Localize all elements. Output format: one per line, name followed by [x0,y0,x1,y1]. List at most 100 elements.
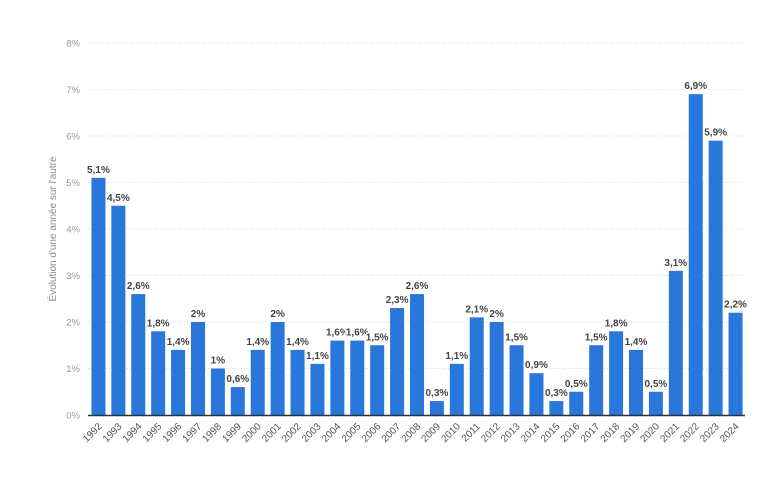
x-tick-label: 1998 [201,421,225,445]
bar-1993[interactable] [111,205,126,415]
bar-2013[interactable] [509,345,524,415]
data-label: 0,3% [545,388,568,399]
bar-2012[interactable] [489,322,504,415]
bar-1995[interactable] [151,331,166,415]
x-tick-label: 1993 [101,421,125,445]
bar-1994[interactable] [131,294,146,415]
x-tick-label: 2019 [619,421,643,445]
data-label: 0,5% [645,379,668,390]
bar-2002[interactable] [290,349,305,415]
x-tick-label: 2011 [460,421,483,444]
x-tick-label: 2002 [280,421,304,445]
x-tick-label: 1999 [220,421,244,445]
data-label: 1,1% [306,351,329,362]
bar-1998[interactable] [210,368,225,416]
data-label: 1% [211,356,226,367]
data-label: 1,8% [147,318,170,329]
bar-1996[interactable] [171,349,186,415]
data-label: 2,3% [386,295,409,306]
data-label: 5,9% [704,128,727,139]
data-label: 1,4% [167,337,190,348]
bar-2010[interactable] [449,363,464,415]
y-tick-label: 8% [66,39,80,50]
x-tick-label: 1997 [181,421,205,445]
data-label: 0,3% [426,388,449,399]
y-tick-label: 0% [66,411,80,422]
bar-2015[interactable] [549,401,564,415]
y-tick-label: 1% [66,364,80,375]
x-tick-label: 2000 [240,421,264,445]
bar-2011[interactable] [469,317,484,415]
x-tick-label: 2008 [400,421,424,445]
data-label: 5,1% [87,165,110,176]
x-tick-label: 2012 [479,421,503,445]
bar-2016[interactable] [569,391,584,415]
bar-1992[interactable] [91,177,106,415]
data-labels: 5,1% 4,5% 2,6% 1,8% 1,4% 2% 1%0,6% 1,4% 2% 1,4% 1,… [86,80,748,400]
x-tick-label: 2003 [300,421,324,445]
bar-2005[interactable] [350,340,365,415]
bar-2024[interactable] [728,312,743,415]
x-axis-ticks: 1992199319941995199619971998199920002001… [81,421,742,445]
x-tick-label: 2017 [579,421,603,445]
data-label: 1,5% [585,332,608,343]
data-label: 1,8% [605,318,628,329]
data-label: 2% [270,309,285,320]
x-tick-label: 2024 [718,421,742,445]
data-label: 3,1% [664,258,687,269]
x-tick-label: 1996 [161,421,185,445]
bar-2007[interactable] [390,308,405,415]
bar-2014[interactable] [529,373,544,415]
y-tick-label: 7% [66,85,80,96]
bar-1999[interactable] [230,387,245,415]
bar-2017[interactable] [589,345,604,415]
y-tick-label: 4% [66,225,80,236]
bars [91,94,743,416]
data-label: 2,2% [724,300,747,311]
data-label: 2,6% [127,281,150,292]
data-label: 0,5% [565,379,588,390]
bar-2008[interactable] [410,294,424,415]
bar-1997[interactable] [191,322,205,415]
bar-2020[interactable] [648,391,663,415]
bar-2019[interactable] [629,349,643,415]
x-tick-label: 2023 [698,421,722,445]
data-label: 1,6% [326,328,349,339]
bar-2004[interactable] [330,340,345,415]
x-tick-label: 2009 [420,421,444,445]
x-tick-label: 2004 [320,421,344,445]
bar-2006[interactable] [370,345,385,415]
data-label: 4,5% [107,193,130,204]
data-label: 1,1% [445,351,468,362]
data-label: 1,4% [286,337,309,348]
x-tick-label: 2001 [260,421,284,445]
bar-2022[interactable] [688,94,703,416]
data-label: 1,4% [625,337,648,348]
y-tick-label: 6% [66,132,80,143]
x-tick-label: 2014 [519,421,543,445]
x-tick-label: 2007 [380,421,404,445]
data-label: 1,5% [366,332,389,343]
data-label: 0,9% [525,360,548,371]
bar-2021[interactable] [668,270,683,415]
bar-2003[interactable] [310,363,325,415]
y-axis-label: Évolution d'une année sur l'autre [46,156,59,301]
bar-2000[interactable] [250,349,265,415]
x-tick-label: 1994 [121,421,145,445]
bar-2018[interactable] [609,331,624,415]
x-tick-label: 2020 [639,421,663,445]
x-tick-label: 1992 [81,421,105,445]
y-tick-label: 5% [66,178,80,189]
y-axis-ticks: 0% 1% 2% 3% 4% 5% 6% 7% 8% [66,39,80,422]
bar-2023[interactable] [708,140,723,415]
data-label: 1,5% [505,332,528,343]
bar-2009[interactable] [429,401,444,415]
x-tick-label: 2006 [360,421,384,445]
x-tick-label: 2016 [559,421,583,445]
y-tick-label: 2% [66,318,80,329]
x-tick-label: 2015 [539,421,563,445]
x-tick-label: 2018 [599,421,623,445]
bar-2001[interactable] [270,322,285,415]
data-label: 2,6% [406,281,429,292]
x-tick-label: 2021 [658,421,682,445]
